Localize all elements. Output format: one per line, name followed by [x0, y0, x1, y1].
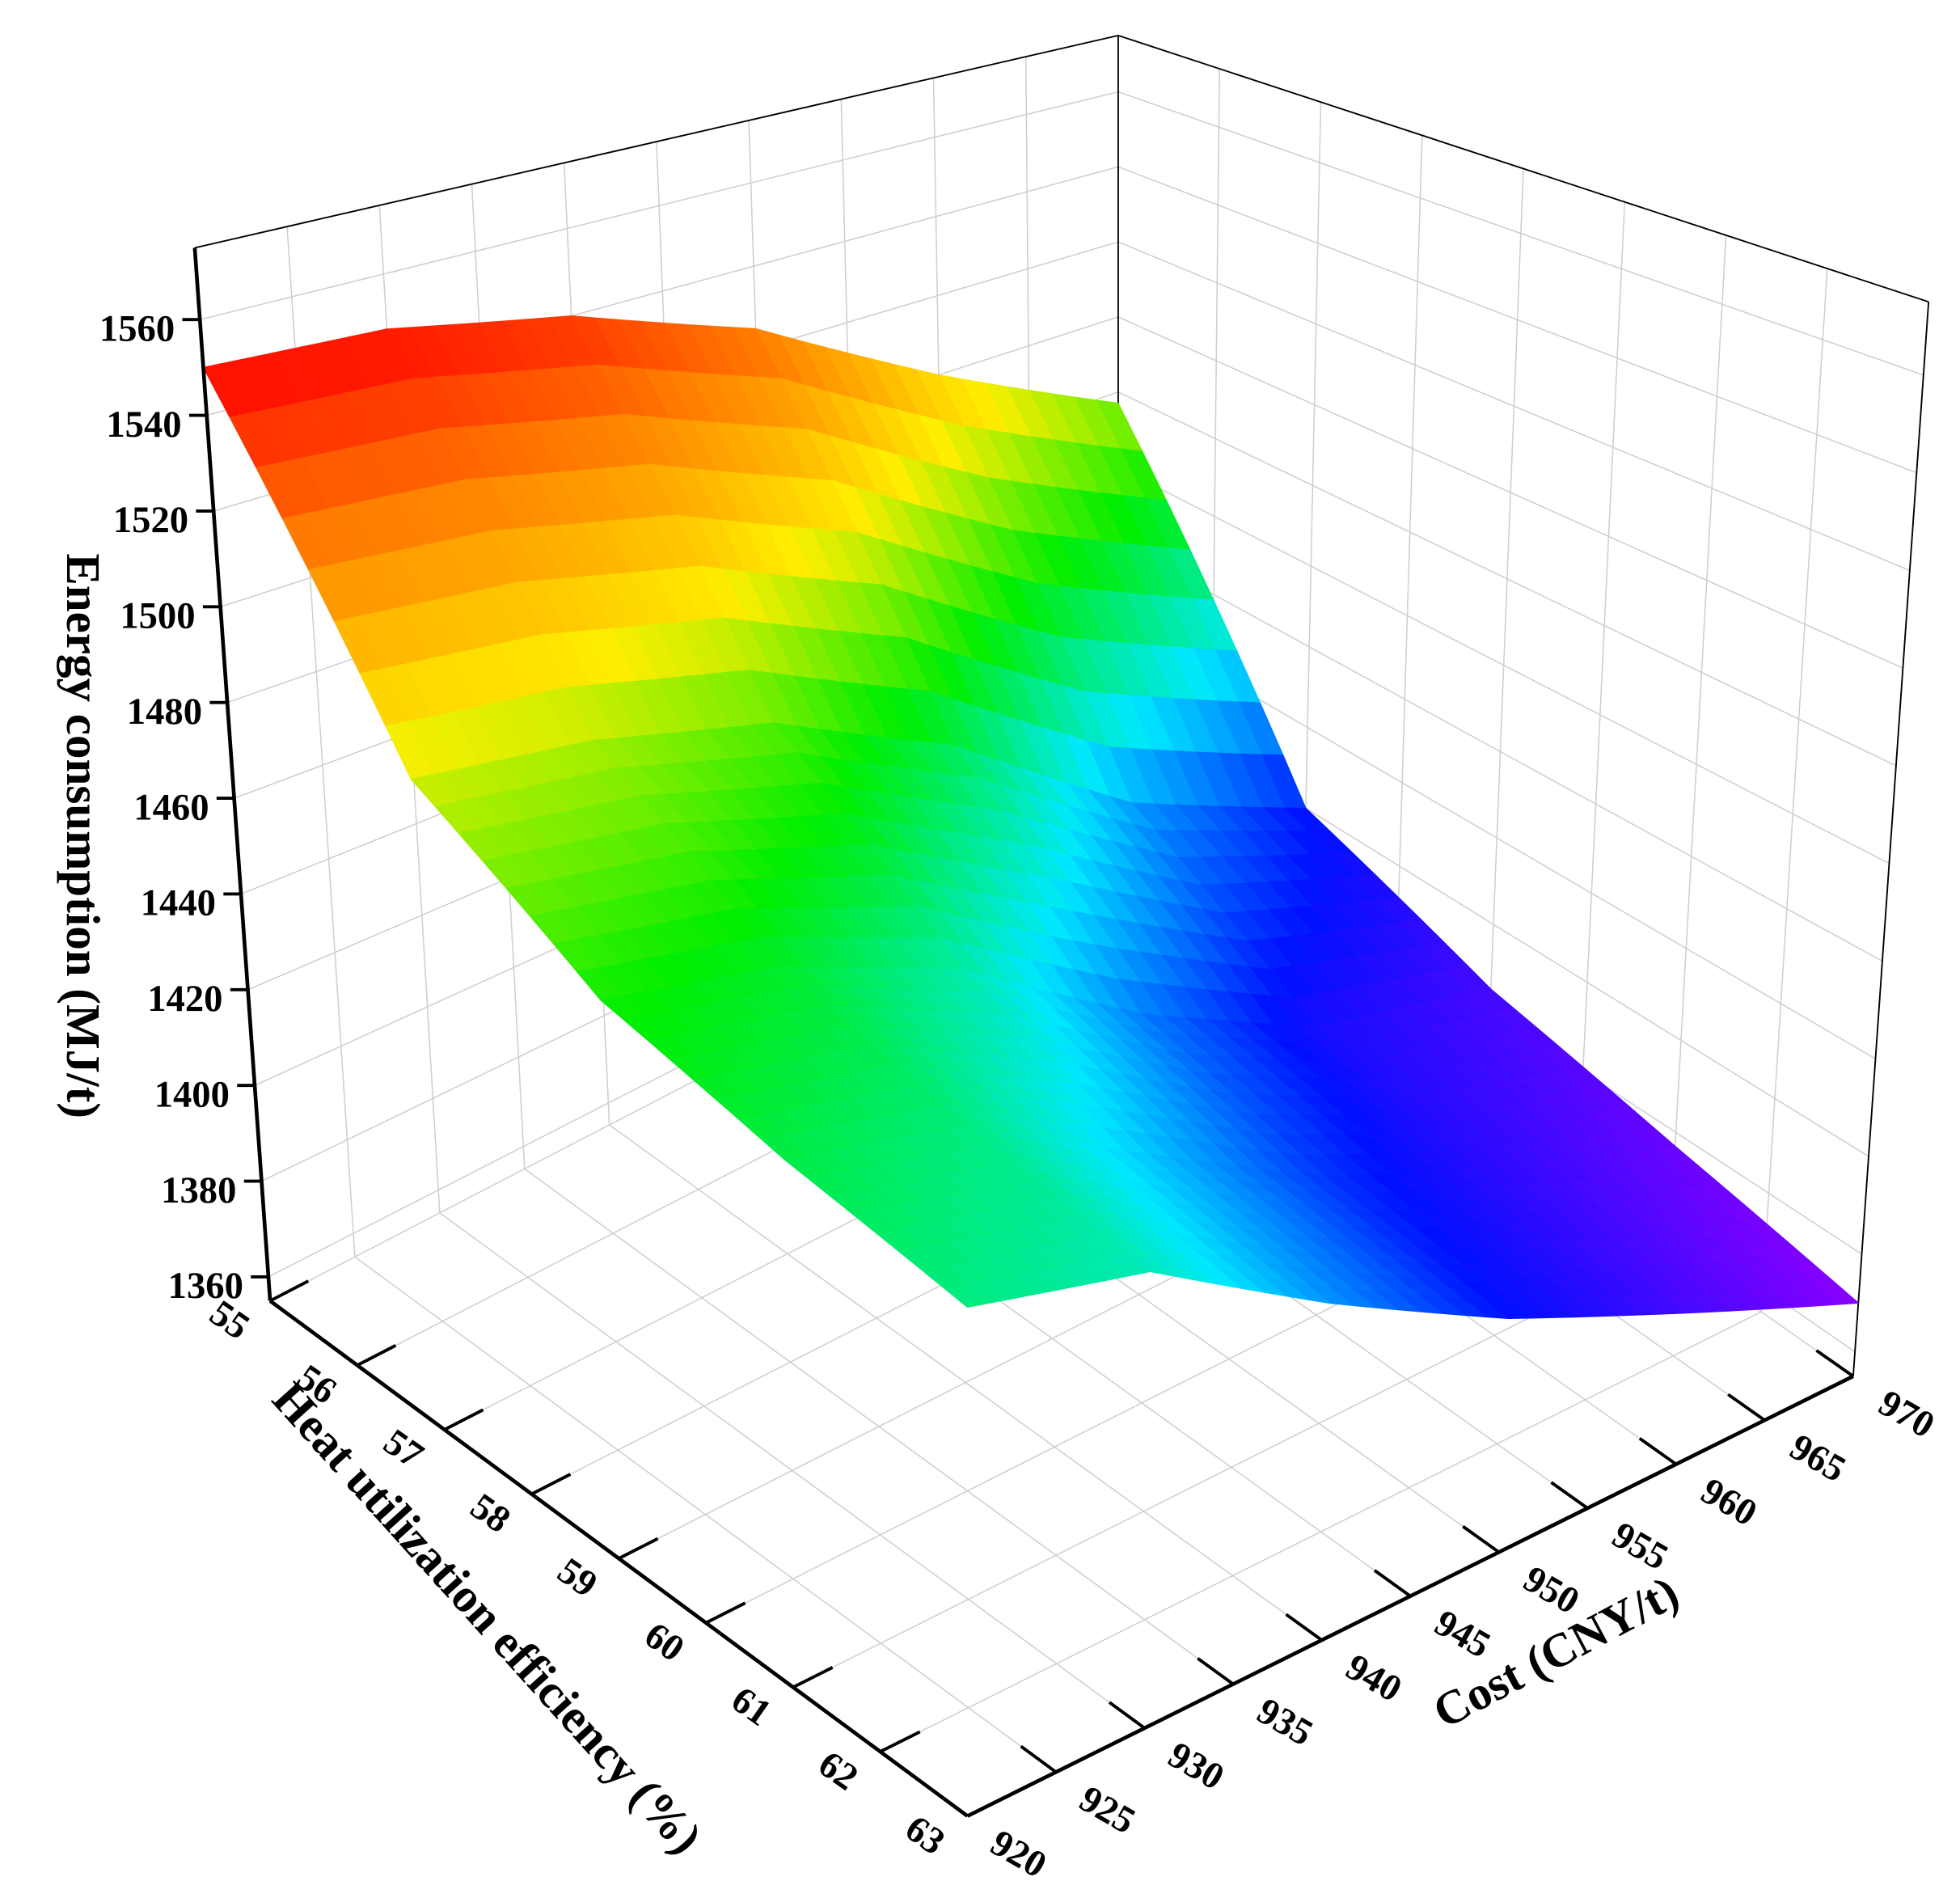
surface-cell — [966, 1124, 1331, 1304]
y-tick-label: 925 — [1072, 1778, 1143, 1842]
grid-line — [880, 1311, 1762, 1752]
y-tick — [1550, 1481, 1589, 1510]
z-tick-label: 1500 — [120, 595, 195, 637]
grid-line — [1117, 316, 1903, 669]
grid-line — [1117, 241, 1911, 572]
surface-cell — [1316, 988, 1676, 1169]
grid-line — [792, 1246, 1671, 1689]
grid-line — [1117, 466, 1890, 864]
x-axis-title: Heat utilization efficiency (%) — [263, 1372, 713, 1863]
grid-line — [1117, 391, 1897, 767]
y-tick-label: 930 — [1161, 1734, 1231, 1799]
y-tick-label: 970 — [1872, 1382, 1942, 1447]
surface-cell — [784, 1124, 1151, 1308]
x-tick-label: 63 — [898, 1807, 953, 1863]
y-tick — [1285, 1613, 1323, 1642]
x-tick — [618, 1537, 659, 1560]
grid-line — [1485, 168, 1524, 1119]
grid-line — [200, 91, 1119, 320]
surface-cell — [1147, 1153, 1509, 1320]
x-tick-label: 60 — [637, 1614, 692, 1670]
y-tick — [1638, 1437, 1677, 1466]
box-edge — [1852, 302, 1930, 1376]
surface-cell — [773, 722, 1142, 1015]
y-tick-label: 935 — [1250, 1689, 1320, 1754]
surface-cell — [202, 328, 593, 780]
x-tick-label: 58 — [463, 1485, 518, 1541]
x-tick — [356, 1344, 397, 1367]
surface-cell — [1130, 802, 1492, 1028]
grid-line — [1117, 166, 1917, 474]
y-tick-label: 945 — [1428, 1602, 1498, 1667]
surface-cell — [599, 966, 968, 1160]
grid-line — [1668, 235, 1727, 1248]
x-tick — [269, 1279, 310, 1303]
z-tick-label: 1360 — [168, 1265, 243, 1307]
z-tick-label: 1420 — [147, 978, 222, 1020]
x-tick — [530, 1473, 572, 1496]
x-tick-label: 61 — [724, 1678, 779, 1734]
grid-line — [1577, 201, 1626, 1183]
y-tick — [1815, 1349, 1855, 1378]
x-tick — [443, 1408, 484, 1431]
y-tick — [1020, 1744, 1058, 1773]
z-tick-label: 1400 — [154, 1073, 230, 1115]
surface-cell — [592, 722, 964, 970]
y-tick — [1108, 1701, 1146, 1730]
surface-cell — [570, 315, 955, 746]
surface-cell — [781, 966, 1148, 1155]
y-tick-label: 965 — [1783, 1426, 1853, 1490]
y-tick — [1462, 1524, 1500, 1553]
surface — [202, 315, 1859, 1320]
y-tick-label: 955 — [1605, 1514, 1675, 1579]
z-axis — [192, 247, 272, 1301]
box-edge — [194, 34, 1119, 249]
surface-cell — [754, 328, 1133, 804]
surface-cell — [410, 739, 783, 1000]
z-axis-title: Energy consumption (MJ/t) — [57, 553, 110, 1118]
surface-cell — [1140, 1013, 1502, 1177]
surface-cell — [953, 745, 1317, 1028]
z-tick-label: 1560 — [99, 307, 175, 349]
z-tick-label: 1440 — [141, 882, 216, 924]
grid-line — [1117, 91, 1924, 376]
z-tick-label: 1520 — [113, 499, 188, 541]
grid-line — [1760, 268, 1828, 1313]
y-tick-label: 920 — [983, 1822, 1054, 1887]
y-tick — [1727, 1393, 1766, 1422]
surface-cell — [961, 969, 1326, 1177]
grid-line — [1117, 541, 1883, 962]
x-tick — [705, 1601, 746, 1625]
x-tick — [966, 1794, 1008, 1818]
z-tick-label: 1460 — [133, 786, 209, 828]
surface-cell — [386, 315, 775, 742]
y-tick — [1373, 1569, 1412, 1598]
surface-cell — [1500, 1145, 1859, 1314]
y-tick-label: 960 — [1694, 1470, 1764, 1535]
surface-facet — [944, 1283, 991, 1308]
x-tick-label: 59 — [550, 1549, 605, 1605]
z-tick-label: 1380 — [161, 1169, 236, 1211]
x-tick — [879, 1730, 921, 1753]
y-tick-label: 940 — [1339, 1646, 1409, 1710]
z-tick-label: 1540 — [106, 404, 181, 446]
surface-cell — [938, 374, 1307, 810]
y-tick — [1197, 1657, 1235, 1686]
y-tick — [931, 1789, 969, 1818]
x-tick — [792, 1666, 834, 1689]
z-tick-label: 1480 — [127, 691, 202, 733]
x-tick-label: 62 — [811, 1743, 866, 1799]
box-edge — [1117, 34, 1929, 303]
surface-cell — [1324, 1168, 1685, 1320]
